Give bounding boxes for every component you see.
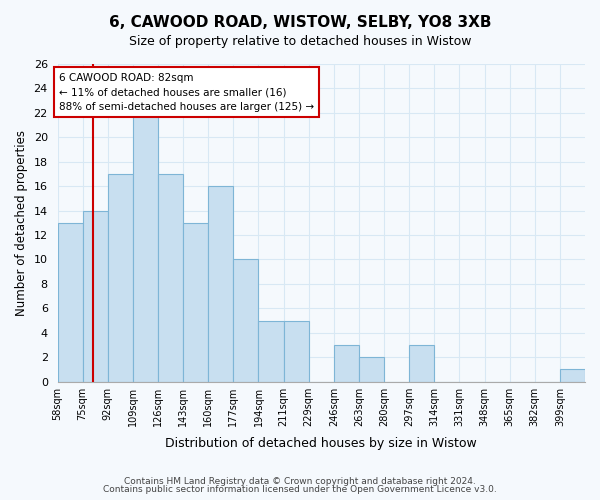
Bar <box>233 260 259 382</box>
Bar <box>158 174 183 382</box>
Bar <box>560 370 585 382</box>
Bar <box>58 223 83 382</box>
Y-axis label: Number of detached properties: Number of detached properties <box>15 130 28 316</box>
Text: 6 CAWOOD ROAD: 82sqm
← 11% of detached houses are smaller (16)
88% of semi-detac: 6 CAWOOD ROAD: 82sqm ← 11% of detached h… <box>59 72 314 112</box>
Text: 6, CAWOOD ROAD, WISTOW, SELBY, YO8 3XB: 6, CAWOOD ROAD, WISTOW, SELBY, YO8 3XB <box>109 15 491 30</box>
Text: Contains HM Land Registry data © Crown copyright and database right 2024.: Contains HM Land Registry data © Crown c… <box>124 477 476 486</box>
Bar <box>208 186 233 382</box>
Bar <box>183 223 208 382</box>
X-axis label: Distribution of detached houses by size in Wistow: Distribution of detached houses by size … <box>166 437 477 450</box>
Bar <box>409 345 434 382</box>
Bar <box>133 113 158 382</box>
Text: Contains public sector information licensed under the Open Government Licence v3: Contains public sector information licen… <box>103 485 497 494</box>
Bar <box>334 345 359 382</box>
Bar <box>83 210 108 382</box>
Bar <box>284 320 309 382</box>
Bar <box>359 357 384 382</box>
Text: Size of property relative to detached houses in Wistow: Size of property relative to detached ho… <box>129 35 471 48</box>
Bar <box>108 174 133 382</box>
Bar <box>259 320 284 382</box>
